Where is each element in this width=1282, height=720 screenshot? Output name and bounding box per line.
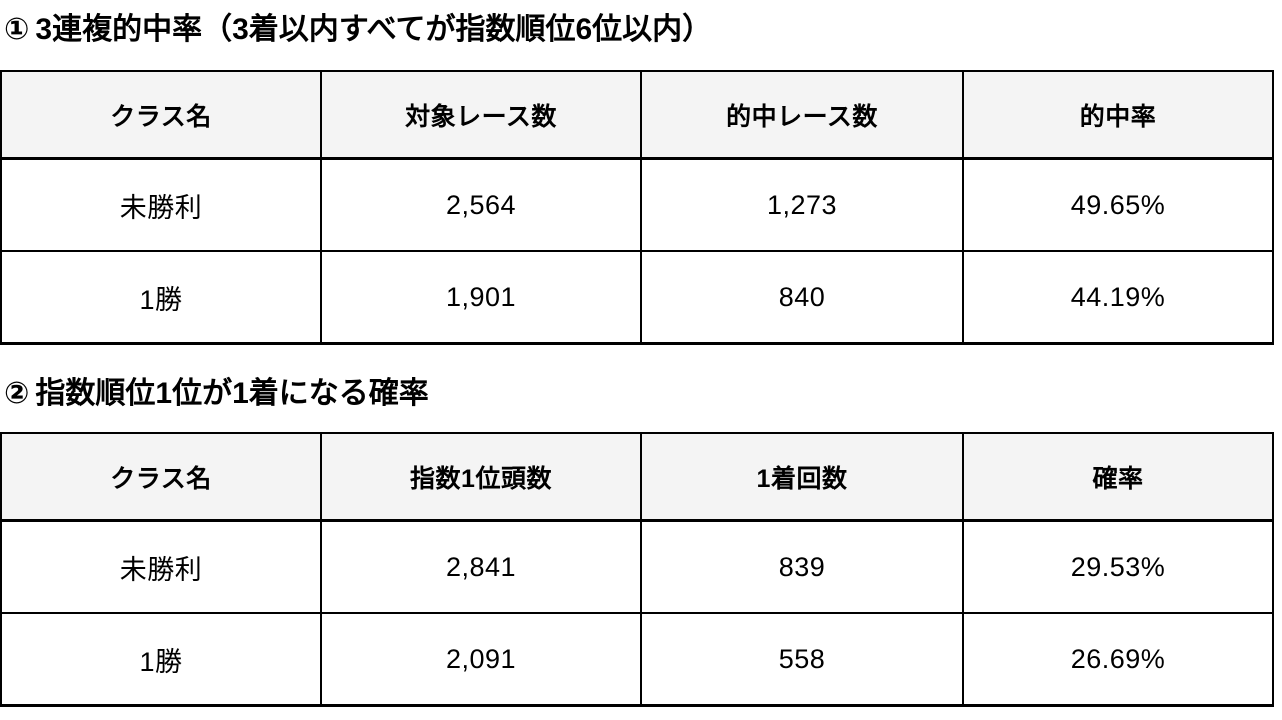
table-cell-probability: 29.53% xyxy=(962,519,1274,614)
table-cell-hit-rate: 44.19% xyxy=(962,250,1274,345)
section-marker-2: ② xyxy=(4,377,30,410)
table-2-body: 未勝利 2,841 839 29.53% 1勝 2,091 558 26.69% xyxy=(0,519,1274,707)
table-1-col-target-races: 対象レース数 xyxy=(320,70,642,160)
table-cell-probability: 26.69% xyxy=(962,612,1274,707)
section-heading-1: ① 3連複的中率（3着以内すべてが指数順位6位以内） xyxy=(4,15,712,45)
table-1-col-hit-races: 的中レース数 xyxy=(640,70,964,160)
table-cell-class-name: 未勝利 xyxy=(0,519,322,614)
section-title-1: 3連複的中率（3着以内すべてが指数順位6位以内） xyxy=(35,13,713,46)
table-1-header: クラス名 対象レース数 的中レース数 的中率 xyxy=(0,70,1274,160)
table-header-row: クラス名 指数1位頭数 1着回数 確率 xyxy=(0,432,1274,522)
table-cell-class-name: 1勝 xyxy=(0,612,322,707)
table-2-header: クラス名 指数1位頭数 1着回数 確率 xyxy=(0,432,1274,522)
table-row: 1勝 1,901 840 44.19% xyxy=(0,250,1274,345)
table-row: 1勝 2,091 558 26.69% xyxy=(0,612,1274,707)
table-2-col-probability: 確率 xyxy=(962,432,1274,522)
table-header-row: クラス名 対象レース数 的中レース数 的中率 xyxy=(0,70,1274,160)
table-row: 未勝利 2,564 1,273 49.65% xyxy=(0,157,1274,252)
table-1-col-class-name: クラス名 xyxy=(0,70,322,160)
table-cell-class-name: 1勝 xyxy=(0,250,322,345)
table-cell-target-races: 1,901 xyxy=(320,250,642,345)
table-cell-hit-races: 1,273 xyxy=(640,157,964,252)
table-2-col-win-count: 1着回数 xyxy=(640,432,964,522)
table-cell-class-name: 未勝利 xyxy=(0,157,322,252)
hit-rate-table: クラス名 対象レース数 的中レース数 的中率 未勝利 2,564 1,273 4… xyxy=(0,70,1274,345)
table-1-body: 未勝利 2,564 1,273 49.65% 1勝 1,901 840 44.1… xyxy=(0,157,1274,345)
table-2-col-index-top-count: 指数1位頭数 xyxy=(320,432,642,522)
table-cell-index-top-count: 2,841 xyxy=(320,519,642,614)
section-heading-2: ② 指数順位1位が1着になる確率 xyxy=(4,379,429,409)
table-row: 未勝利 2,841 839 29.53% xyxy=(0,519,1274,614)
table-cell-index-top-count: 2,091 xyxy=(320,612,642,707)
table-2-col-class-name: クラス名 xyxy=(0,432,322,522)
table-cell-win-count: 839 xyxy=(640,519,964,614)
table-cell-win-count: 558 xyxy=(640,612,964,707)
table-cell-hit-rate: 49.65% xyxy=(962,157,1274,252)
section-title-2: 指数順位1位が1着になる確率 xyxy=(35,377,429,410)
table-cell-target-races: 2,564 xyxy=(320,157,642,252)
table-1-col-hit-rate: 的中率 xyxy=(962,70,1274,160)
top-index-win-rate-table: クラス名 指数1位頭数 1着回数 確率 未勝利 2,841 839 29.53%… xyxy=(0,432,1274,707)
section-marker-1: ① xyxy=(4,13,30,46)
table-cell-hit-races: 840 xyxy=(640,250,964,345)
